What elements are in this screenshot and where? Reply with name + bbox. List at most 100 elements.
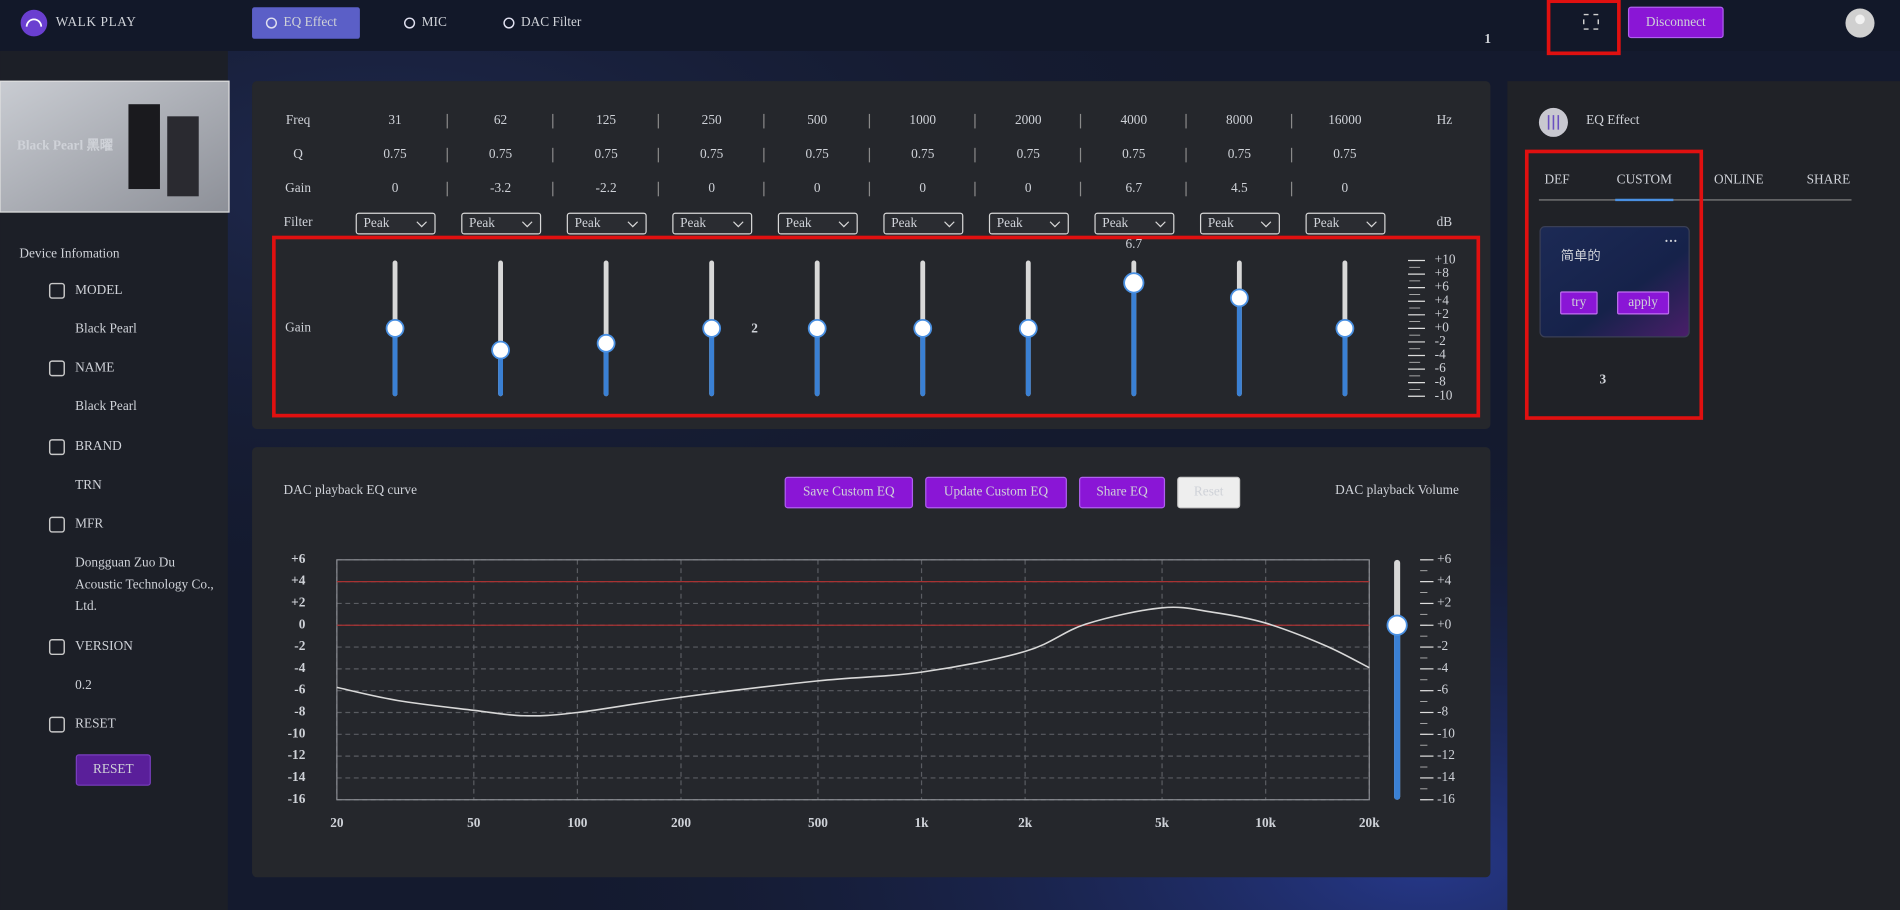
eq-curve <box>336 606 1370 717</box>
nav-tab[interactable]: DAC Filter <box>521 14 582 29</box>
x-tick-label: 200 <box>671 815 691 830</box>
info-label: NAME <box>75 359 114 374</box>
card-menu[interactable]: ··· <box>1664 233 1677 248</box>
panel-button[interactable] <box>1079 476 1166 509</box>
card-button[interactable] <box>1560 291 1598 315</box>
filter-select[interactable] <box>883 212 964 235</box>
slider-fill <box>709 328 715 397</box>
gain-cell: -3.2 <box>490 180 511 195</box>
panel-button[interactable] <box>1177 476 1241 509</box>
disconnect-button[interactable] <box>1627 6 1724 39</box>
q-cell: 0.75 <box>1228 146 1252 161</box>
disconnect-label[interactable]: Disconnect <box>1646 14 1706 29</box>
filter-select[interactable] <box>988 212 1069 235</box>
select-chevron <box>944 221 955 228</box>
filter-select-label[interactable]: Peak <box>1102 215 1128 230</box>
slider-thumb[interactable] <box>1123 272 1145 294</box>
gain-cell: 0 <box>919 180 926 195</box>
filter-select-label[interactable]: Peak <box>1313 215 1339 230</box>
q-cell: 0.75 <box>1017 146 1041 161</box>
filter-select-label[interactable]: Peak <box>1208 215 1234 230</box>
reset-button-label[interactable]: RESET <box>93 761 134 776</box>
scale-tick-label: -6 <box>1435 360 1446 375</box>
y-tick-label: 0 <box>299 616 306 631</box>
slider-thumb[interactable] <box>491 340 510 360</box>
q-cell: 0.75 <box>489 146 513 161</box>
slider-thumb[interactable] <box>1335 318 1355 338</box>
slider-fill <box>920 328 926 397</box>
info-icon <box>48 360 65 377</box>
slider-thumb[interactable] <box>1229 288 1249 308</box>
volume-tick-label: -6 <box>1437 682 1448 697</box>
nav-tab[interactable]: EQ Effect <box>284 14 338 29</box>
filter-select[interactable] <box>777 212 858 235</box>
select-chevron <box>1260 221 1272 228</box>
q-cell: 0.75 <box>1122 146 1146 161</box>
filter-select-label[interactable]: Peak <box>469 215 495 230</box>
y-tick-label: -12 <box>288 747 306 762</box>
filter-select[interactable] <box>566 212 647 235</box>
gain-cell: -2.2 <box>596 180 617 195</box>
nav-tab[interactable]: MIC <box>422 14 447 29</box>
filter-select-label[interactable]: Peak <box>364 215 390 230</box>
filter-select[interactable] <box>461 212 542 235</box>
row-label: Filter <box>284 214 313 229</box>
tab[interactable]: DEF <box>1544 172 1569 187</box>
q-cell: 0.75 <box>594 146 618 161</box>
annotation-box <box>1546 0 1621 56</box>
q-cell: 0.75 <box>1333 146 1357 161</box>
y-tick-label: -8 <box>294 704 305 719</box>
card-button-label[interactable]: apply <box>1628 294 1658 309</box>
q-cell: 0.75 <box>383 146 407 161</box>
annotation-number: 3 <box>1599 372 1606 387</box>
slider-thumb[interactable] <box>702 318 722 338</box>
card-button-label[interactable]: try <box>1571 294 1586 309</box>
right-panel <box>1507 81 1900 910</box>
filter-select-label[interactable]: Peak <box>575 215 601 230</box>
volume-thumb[interactable] <box>1386 614 1408 636</box>
select-chevron <box>838 221 850 228</box>
scale-tick-label: -4 <box>1435 347 1446 362</box>
panel-button-label[interactable]: Reset <box>1194 484 1224 499</box>
gain-cell: 0 <box>1025 180 1032 195</box>
panel-button-label[interactable]: Update Custom EQ <box>944 484 1049 499</box>
panel-button-label[interactable]: Share EQ <box>1096 484 1148 499</box>
filter-select-label[interactable]: Peak <box>891 215 917 230</box>
slider-thumb[interactable] <box>807 318 827 338</box>
nav-tab-active[interactable] <box>252 7 360 39</box>
filter-select[interactable] <box>355 212 436 235</box>
tab[interactable]: CUSTOM <box>1617 172 1672 187</box>
filter-select[interactable] <box>1305 212 1386 235</box>
filter-select[interactable] <box>1094 212 1175 235</box>
slider-thumb[interactable] <box>596 333 616 353</box>
slider-thumb[interactable] <box>913 318 933 338</box>
tab[interactable]: SHARE <box>1807 172 1851 187</box>
filter-select[interactable] <box>672 212 753 235</box>
volume-tick-label: -10 <box>1437 725 1455 740</box>
filter-select[interactable] <box>1199 212 1280 235</box>
slider-thumb[interactable] <box>1018 318 1038 338</box>
filter-select-label[interactable]: Peak <box>786 215 812 230</box>
info-label: VERSION <box>75 638 133 653</box>
scan-icon[interactable] <box>1583 13 1599 30</box>
slider-group-label: Gain <box>285 319 311 334</box>
freq-cell: 125 <box>596 112 616 127</box>
panel-button[interactable] <box>925 476 1067 509</box>
section-title: Device Infomation <box>19 246 120 261</box>
filter-select-label[interactable]: Peak <box>680 215 706 230</box>
freq-cell: 8000 <box>1226 112 1253 127</box>
gain-cell: 6.7 <box>1125 180 1142 195</box>
q-cell: 0.75 <box>911 146 935 161</box>
filter-select-label[interactable]: Peak <box>997 215 1023 230</box>
reset-button[interactable] <box>75 754 151 786</box>
slider-thumb[interactable] <box>385 318 405 338</box>
tab[interactable]: ONLINE <box>1714 172 1764 187</box>
info-value: Ltd. <box>75 598 97 613</box>
card-button[interactable] <box>1617 291 1670 315</box>
panel-button-label[interactable]: Save Custom EQ <box>803 484 895 499</box>
slider-fill <box>814 328 820 397</box>
panel-button[interactable] <box>784 476 914 509</box>
nav-icon <box>265 17 278 29</box>
slider-fill <box>392 328 398 397</box>
